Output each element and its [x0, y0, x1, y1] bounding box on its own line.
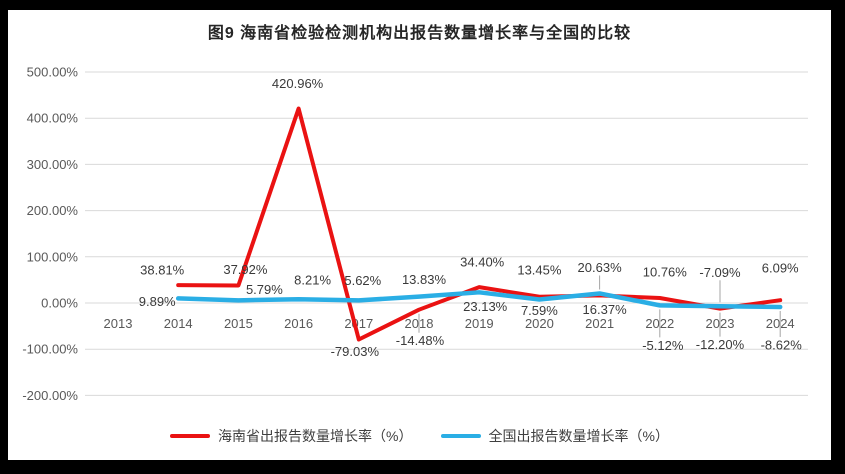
data-label: 13.83% — [402, 272, 447, 287]
data-label: 9.89% — [139, 294, 176, 309]
legend-item-national: 全国出报告数量增长率（%） — [440, 426, 669, 446]
data-label: 6.09% — [762, 261, 799, 276]
hainan-series-label: 海南省出报告数量增长率（%） — [218, 428, 413, 444]
hainan-series-line — [176, 106, 783, 342]
x-axis-tick-label: 2020 — [525, 316, 554, 331]
data-label: 5.62% — [344, 273, 381, 288]
y-axis-tick-label: 0.00% — [41, 296, 78, 311]
data-label: -12.20% — [696, 337, 745, 352]
x-axis-tick-label: 2016 — [284, 316, 313, 331]
x-axis-tick-label: 2014 — [164, 316, 193, 331]
data-label: 10.76% — [643, 265, 688, 280]
data-label: 7.59% — [521, 303, 558, 318]
national-series-swatch — [440, 434, 481, 438]
x-axis-tick-label: 2021 — [585, 316, 614, 331]
data-label: 23.13% — [463, 299, 508, 314]
x-axis-tick-label: 2015 — [224, 316, 253, 331]
data-label: 8.21% — [294, 273, 331, 288]
data-label: 34.40% — [460, 255, 505, 270]
x-axis-tick-label: 2017 — [344, 316, 373, 331]
data-label: -5.12% — [642, 338, 684, 353]
data-label: 16.37% — [583, 302, 628, 317]
y-axis-tick-label: 500.00% — [27, 65, 79, 80]
x-axis-tick-label: 2013 — [104, 316, 133, 331]
legend-item-hainan: 海南省出报告数量增长率（%） — [170, 426, 413, 446]
hainan-series-swatch — [170, 434, 211, 438]
line-chart-plot: 500.00% 400.00% 300.00% 200.00% 100.00% 0.00%… — [22, 65, 808, 403]
y-axis-tick-label: 200.00% — [27, 203, 79, 218]
data-label: 5.79% — [246, 282, 283, 297]
national-series-label: 全国出报告数量增长率（%） — [488, 428, 669, 444]
data-label: 20.63% — [578, 260, 623, 275]
data-label: -79.03% — [331, 344, 380, 359]
chart-canvas: 图9 海南省检验检测机构出报告数量增长率与全国的比较 500.00% 400.00… — [8, 10, 831, 460]
data-label: 37.92% — [223, 262, 268, 277]
chart-title: 图9 海南省检验检测机构出报告数量增长率与全国的比较 — [207, 25, 632, 42]
data-label: -7.09% — [699, 265, 741, 280]
y-axis-tick-label: -200.00% — [22, 388, 78, 403]
y-axis-tick-label: 100.00% — [27, 249, 79, 264]
national-series-line — [175, 290, 783, 310]
data-label: 38.81% — [140, 263, 185, 278]
data-label: -8.62% — [761, 337, 803, 352]
y-axis-tick-label: -100.00% — [22, 342, 78, 357]
y-axis-tick-label: 300.00% — [27, 157, 79, 172]
data-label: 420.96% — [272, 76, 324, 91]
chart-legend: 海南省出报告数量增长率（%） 全国出报告数量增长率（%） — [8, 426, 831, 446]
y-axis-tick-label: 400.00% — [27, 111, 79, 126]
data-label: 13.45% — [517, 262, 562, 277]
x-axis-tick-label: 2019 — [465, 316, 494, 331]
data-label: -14.48% — [396, 333, 445, 348]
